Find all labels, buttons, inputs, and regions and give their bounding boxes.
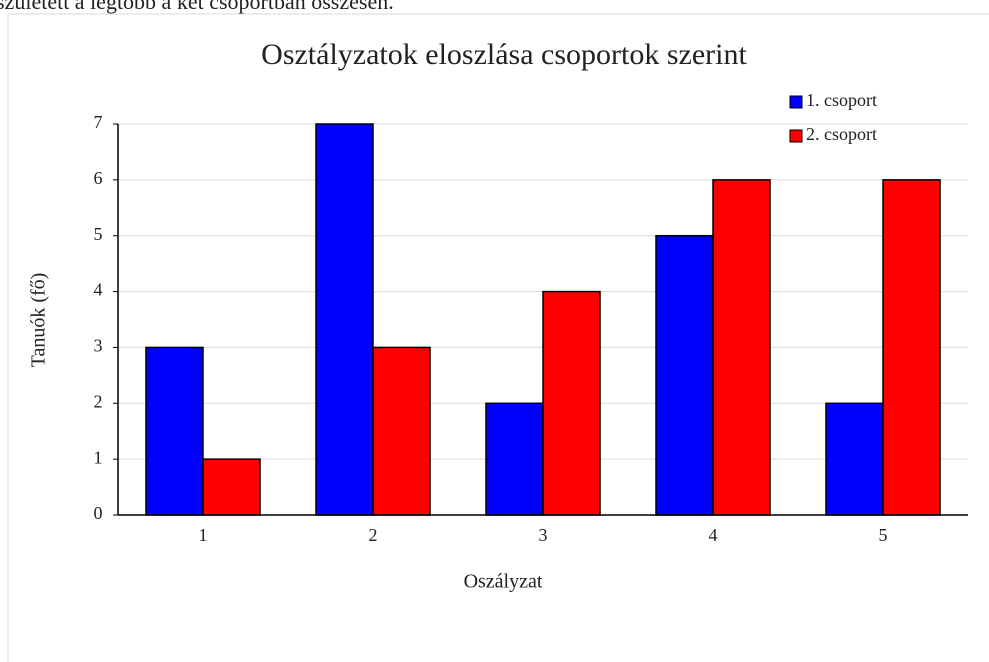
y-tick-label: 7 xyxy=(94,112,103,132)
page-text: született a legtöbb a két csoportban öss… xyxy=(0,0,394,14)
x-tick-label: 1 xyxy=(199,525,208,545)
y-tick-label: 6 xyxy=(94,168,103,188)
chart-title: Osztályzatok eloszlása csoportok szerint xyxy=(261,38,747,71)
y-tick-label: 3 xyxy=(94,336,103,356)
chart-frame xyxy=(7,13,989,662)
bar xyxy=(542,290,601,516)
bar xyxy=(145,346,204,516)
x-tick-label: 5 xyxy=(879,525,888,545)
legend-label: 1. csoport xyxy=(806,90,877,110)
y-tick-label: 0 xyxy=(94,503,103,523)
y-tick-label: 5 xyxy=(94,224,103,244)
bar xyxy=(655,234,714,516)
y-tick-label: 4 xyxy=(94,280,103,300)
y-tick-label: 2 xyxy=(94,391,103,411)
bar xyxy=(825,402,884,516)
bar xyxy=(712,179,771,516)
bar xyxy=(882,179,941,516)
x-tick-label: 2 xyxy=(369,525,378,545)
y-tick-label: 1 xyxy=(94,447,103,467)
bar xyxy=(485,402,544,516)
legend-label: 2. csoport xyxy=(806,124,877,144)
bar xyxy=(315,123,374,516)
bar xyxy=(372,346,431,516)
x-axis-title: Oszályzat xyxy=(464,571,543,593)
legend-swatch xyxy=(789,129,803,143)
y-axis-title: Tanuók (fő) xyxy=(28,273,50,368)
legend-swatch xyxy=(789,95,803,109)
x-tick-label: 4 xyxy=(709,525,718,545)
x-tick-label: 3 xyxy=(539,525,548,545)
bar xyxy=(202,458,261,516)
